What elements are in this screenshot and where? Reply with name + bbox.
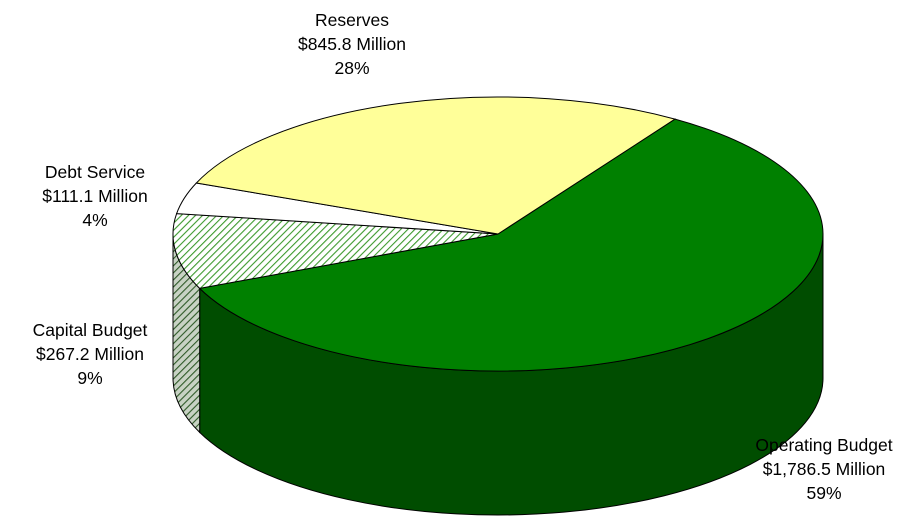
slice-value: $845.8 Million [298, 34, 406, 54]
slice-label-capital-budget: Capital Budget $267.2 Million 9% [10, 318, 170, 390]
slice-name: Reserves [315, 10, 389, 30]
slice-label-reserves: Reserves $845.8 Million 28% [279, 8, 425, 80]
slice-percent: 4% [82, 210, 108, 230]
slice-value: $111.1 Million [42, 186, 148, 206]
slice-name: Capital Budget [32, 320, 148, 340]
slice-name: Debt Service [44, 162, 146, 182]
slice-label-operating-budget: Operating Budget $1,786.5 Million 59% [726, 433, 922, 505]
slice-value: $1,786.5 Million [762, 459, 886, 479]
pie-slice-operating-budget [198, 118, 824, 372]
slice-value: $267.2 Million [36, 344, 144, 364]
slice-label-debt-service: Debt Service $111.1 Million 4% [22, 160, 168, 232]
slice-percent: 59% [806, 483, 842, 503]
pie-slice-capital-budget [172, 213, 499, 289]
slice-name: Operating Budget [755, 435, 893, 455]
slice-percent: 28% [334, 58, 370, 78]
slice-percent: 9% [77, 368, 103, 388]
pie-slice-reserves [195, 96, 677, 235]
